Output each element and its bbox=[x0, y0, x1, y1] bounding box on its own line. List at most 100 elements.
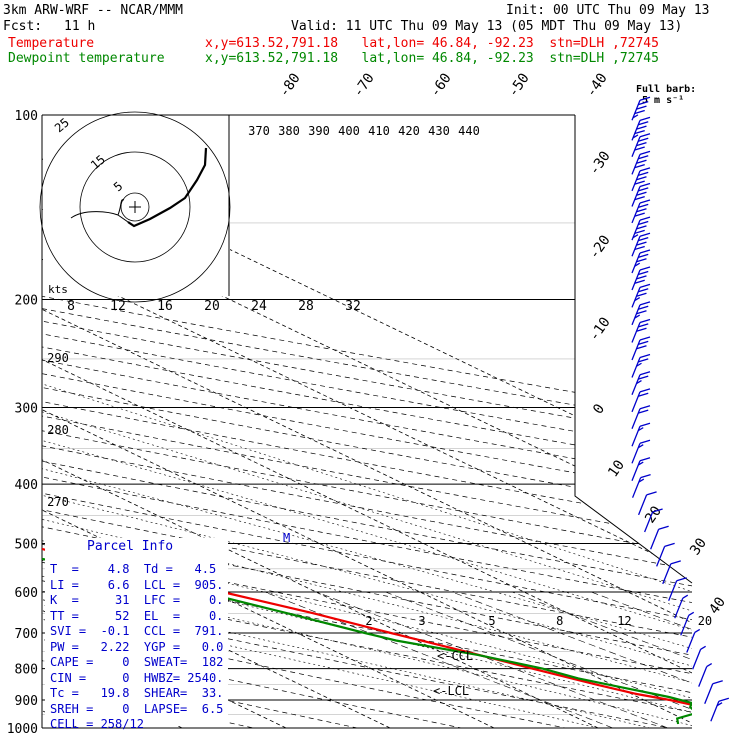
wind-barb-staff bbox=[710, 701, 720, 722]
wind-barb bbox=[631, 116, 651, 141]
wind-barb-flag bbox=[637, 427, 644, 432]
wind-barb-flag bbox=[639, 266, 651, 271]
wind-barb-flag bbox=[638, 171, 649, 176]
wind-barb-flag bbox=[634, 314, 641, 319]
isotherm-label: -40 bbox=[583, 70, 611, 100]
parcel-info-panel: Parcel Info T = 4.8 Td = 4.5 LI = 6.6 LCL… bbox=[45, 538, 228, 731]
pressure-tick-label: 400 bbox=[15, 478, 38, 493]
wind-barb-staff bbox=[631, 136, 641, 158]
wind-barb bbox=[631, 167, 651, 192]
wind-barb-flag bbox=[636, 327, 647, 332]
wind-barb-flag bbox=[638, 187, 649, 192]
wind-barb bbox=[710, 697, 730, 722]
wind-barb-flag bbox=[639, 405, 651, 410]
wind-barb bbox=[631, 474, 651, 498]
wind-barb-staff bbox=[656, 546, 666, 567]
wind-barb bbox=[631, 353, 651, 378]
mixing-ratio-label: 5 bbox=[488, 614, 495, 628]
hodograph-ring bbox=[79, 151, 191, 263]
wind-barb bbox=[704, 680, 723, 705]
isotherm-label: 10 bbox=[605, 457, 628, 480]
wind-barb bbox=[631, 301, 651, 326]
wind-barb-flag bbox=[688, 611, 695, 616]
dry-adiabat bbox=[42, 115, 692, 728]
hodograph-x-tick: 20 bbox=[204, 299, 220, 314]
wind-barb-flag bbox=[638, 392, 649, 397]
wind-barb-flag bbox=[634, 245, 645, 251]
wind-barb-flag bbox=[664, 542, 675, 548]
wind-barb-staff bbox=[698, 666, 708, 687]
wind-barb-flag bbox=[632, 114, 639, 119]
wind-barb-flag bbox=[638, 305, 649, 310]
pressure-tick-label: 300 bbox=[15, 401, 38, 416]
full-barb-unit: 5 m s⁻¹ bbox=[642, 95, 685, 106]
wind-barb bbox=[631, 216, 651, 241]
wind-barb-staff bbox=[644, 511, 654, 533]
dry-adiabat bbox=[42, 115, 631, 728]
wind-barb-flag bbox=[638, 121, 649, 126]
wind-barb-flag bbox=[634, 212, 645, 217]
wind-barb bbox=[631, 266, 651, 291]
wind-barb-flag bbox=[638, 137, 649, 142]
wind-barb-flag bbox=[636, 159, 647, 164]
pressure-tick-label: 500 bbox=[15, 537, 38, 552]
wind-barb-staff bbox=[680, 615, 690, 636]
wind-barb-flag bbox=[639, 182, 651, 188]
hodograph-x-tick: 8 bbox=[67, 299, 75, 314]
wind-barb bbox=[631, 182, 651, 207]
wind-barb-flag bbox=[638, 478, 645, 483]
init-time: Init: 00 UTC Thu 09 May 13 bbox=[506, 3, 710, 18]
wind-barb bbox=[631, 96, 651, 121]
wind-barb-flag bbox=[636, 208, 647, 213]
wind-barb-flag bbox=[636, 225, 647, 230]
wind-barb-flag bbox=[638, 340, 649, 346]
wind-barb-flag bbox=[639, 353, 651, 359]
wind-barb-flag bbox=[638, 220, 649, 226]
wind-barb bbox=[692, 645, 706, 670]
theta-left-label: 280 bbox=[47, 423, 69, 437]
wind-barb-staff bbox=[704, 683, 714, 705]
wind-barb-flag bbox=[636, 345, 647, 350]
wind-barb-flag bbox=[634, 129, 645, 135]
wind-barb bbox=[631, 232, 651, 257]
wind-barb-flag bbox=[638, 101, 649, 106]
isotherm-label: 0 bbox=[590, 401, 608, 417]
forecast-hours: 11 h bbox=[64, 19, 96, 34]
wind-barb-flag bbox=[634, 279, 645, 284]
dry-adiabat bbox=[42, 115, 692, 728]
temperature-location: x,y=613.52,791.18 lat,lon= 46.84, -92.23… bbox=[205, 36, 659, 51]
wind-barb-flag bbox=[639, 422, 651, 427]
hodograph-x-tick: 24 bbox=[251, 299, 267, 314]
pressure-tick-label: 600 bbox=[15, 586, 38, 601]
wind-barb-staff bbox=[631, 391, 641, 413]
parcel-info-title: Parcel Info bbox=[87, 539, 174, 554]
wind-barb bbox=[631, 249, 651, 274]
wind-barb bbox=[631, 457, 651, 481]
wind-barb bbox=[631, 283, 651, 308]
wind-barb-flag bbox=[638, 409, 649, 414]
wind-barb-staff bbox=[631, 154, 641, 175]
theta-left-label: 290 bbox=[47, 351, 69, 365]
wind-barb-flag bbox=[636, 141, 647, 147]
wind-barb-flag bbox=[638, 288, 649, 293]
wind-barb-flag bbox=[637, 461, 644, 466]
mixing-ratio-line bbox=[316, 591, 669, 728]
wind-barb-flag bbox=[638, 270, 649, 276]
wind-barb-flag bbox=[632, 234, 639, 239]
wind-barb-flag bbox=[638, 253, 649, 258]
wind-barb-staff bbox=[662, 563, 672, 585]
theta-label: 400 bbox=[338, 124, 360, 138]
parcel-info-row: SREH = 0 LAPSE= 6.5 bbox=[50, 701, 224, 716]
frame-right bbox=[574, 115, 693, 584]
mixing-ratio-label: 8 bbox=[556, 614, 563, 628]
wind-barb-flag bbox=[636, 105, 647, 110]
wind-barb-staff bbox=[631, 357, 641, 378]
wind-barb-staff bbox=[631, 425, 641, 447]
theta-label: 370 bbox=[248, 124, 270, 138]
wind-barb-flag bbox=[639, 301, 651, 306]
wind-barb-flag bbox=[694, 628, 701, 634]
wind-barb-staff bbox=[674, 597, 684, 619]
wind-barb-flag bbox=[640, 474, 651, 479]
isotherm-label: -70 bbox=[350, 70, 378, 100]
